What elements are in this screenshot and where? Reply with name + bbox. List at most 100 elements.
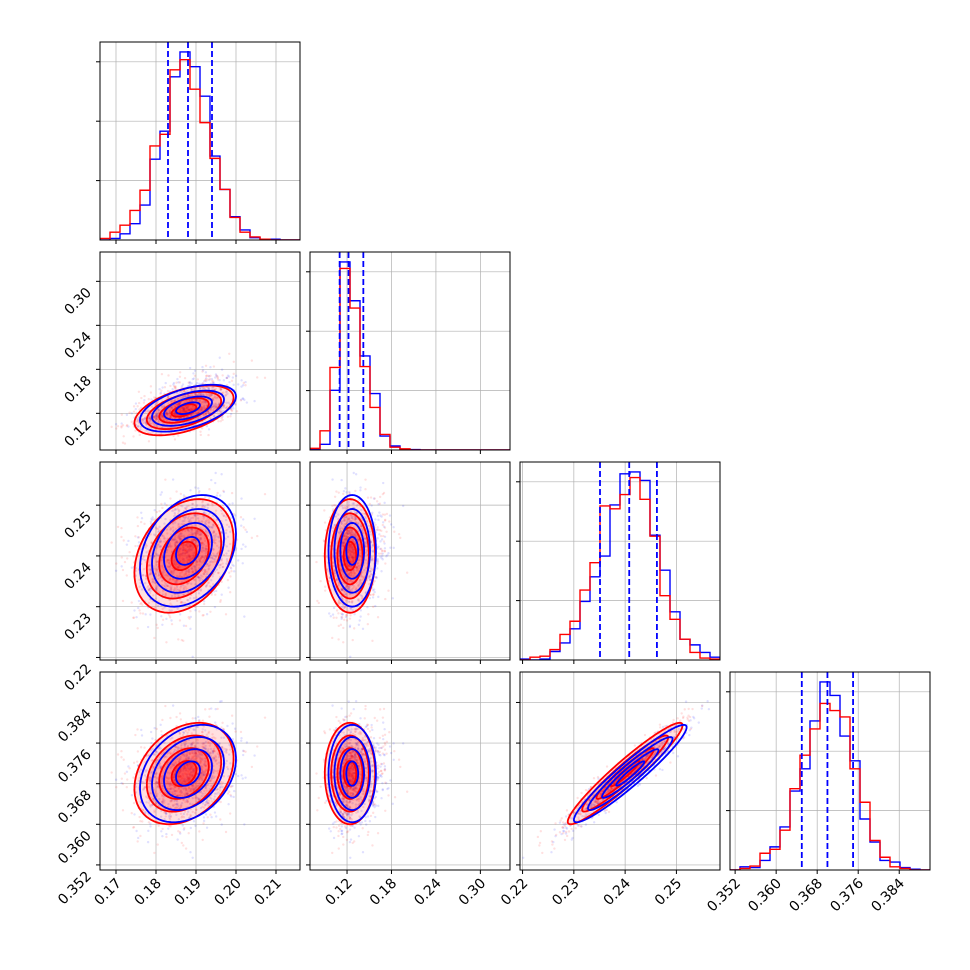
scatter-point <box>188 555 191 559</box>
scatter-point <box>381 513 385 516</box>
scatter-point <box>147 588 150 592</box>
scatter-point <box>231 722 234 725</box>
scatter-point <box>218 563 222 567</box>
scatter-point <box>373 590 376 594</box>
scatter-point <box>383 549 386 553</box>
scatter-point <box>176 402 179 405</box>
scatter-point <box>332 561 335 565</box>
scatter-point <box>135 829 138 833</box>
scatter-point <box>161 778 164 781</box>
panel-content <box>100 252 300 450</box>
scatter-point <box>217 571 220 575</box>
scatter-point <box>352 550 355 554</box>
scatter-point <box>204 495 207 499</box>
scatter-point <box>219 388 223 392</box>
scatter-point <box>362 532 365 535</box>
scatter-point <box>197 533 201 536</box>
scatter-point <box>167 402 170 405</box>
scatter-point <box>180 537 183 541</box>
scatter-point <box>179 790 183 793</box>
scatter-point <box>343 590 346 593</box>
scatter-point <box>231 376 235 379</box>
scatter-point <box>205 374 208 377</box>
scatter-point <box>138 585 141 588</box>
scatter-point <box>323 585 327 588</box>
scatter-point <box>179 775 182 778</box>
scatter-point <box>349 544 352 547</box>
scatter-point <box>157 420 160 423</box>
scatter-point <box>215 792 218 795</box>
scatter-point <box>149 520 153 523</box>
scatter-point <box>196 530 199 533</box>
scatter-point <box>155 418 158 421</box>
scatter-point <box>222 514 226 517</box>
scatter-point <box>186 528 190 532</box>
scatter-point <box>186 776 190 779</box>
scatter-point <box>371 544 375 547</box>
scatter-point <box>141 557 144 561</box>
scatter-point <box>155 411 158 414</box>
scatter-point <box>143 394 146 398</box>
scatter-point <box>211 381 215 385</box>
scatter-point <box>364 541 368 544</box>
scatter-point <box>185 505 188 509</box>
scatter-point <box>201 541 204 545</box>
scatter-point <box>350 556 354 559</box>
scatter-point <box>342 541 345 544</box>
scatter-point <box>168 614 171 617</box>
scatter-point <box>188 408 192 412</box>
scatter-point <box>354 473 358 476</box>
scatter-point <box>211 514 215 518</box>
scatter-point <box>380 556 383 560</box>
scatter-point <box>171 538 175 541</box>
scatter-point <box>222 514 225 518</box>
scatter-point <box>193 728 196 732</box>
scatter-point <box>169 409 172 412</box>
scatter-point <box>361 575 364 579</box>
scatter-point <box>168 426 172 429</box>
scatter-point <box>364 591 367 595</box>
scatter-point <box>165 412 168 415</box>
scatter-point <box>181 396 185 399</box>
scatter-point <box>345 569 349 573</box>
scatter-point <box>205 374 208 378</box>
scatter-point <box>201 546 205 549</box>
scatter-point <box>205 519 208 522</box>
scatter-point <box>383 526 387 529</box>
scatter-point <box>335 490 338 493</box>
scatter-point <box>344 537 348 540</box>
scatter-point <box>207 748 210 751</box>
scatter-point <box>139 547 143 551</box>
scatter-point <box>143 774 147 777</box>
scatter-point <box>353 571 356 575</box>
scatter-point <box>341 616 344 619</box>
scatter-point <box>120 565 123 568</box>
scatter-point <box>193 565 196 568</box>
scatter-point <box>364 487 367 491</box>
panel-frame <box>309 461 511 661</box>
scatter-point <box>349 528 352 532</box>
scatter-point <box>232 372 235 376</box>
scatter-point <box>351 556 354 559</box>
scatter-point <box>357 564 360 568</box>
scatter-point <box>177 524 180 527</box>
scatter-point <box>211 504 214 507</box>
scatter-point <box>201 365 204 369</box>
scatter-point <box>183 506 187 510</box>
scatter-point <box>213 405 216 408</box>
scatter-point <box>163 537 167 540</box>
scatter-point <box>228 591 232 594</box>
scatter-point <box>352 570 355 574</box>
scatter-point <box>340 478 343 482</box>
scatter-point <box>202 819 206 823</box>
scatter-point <box>154 572 157 575</box>
scatter-point <box>152 577 155 581</box>
scatter-point <box>204 744 207 748</box>
scatter-point <box>152 533 156 536</box>
scatter-point <box>349 565 352 568</box>
scatter-point <box>210 797 213 800</box>
scatter-point <box>149 522 153 525</box>
scatter-point <box>358 566 361 570</box>
scatter-point <box>193 578 196 581</box>
scatter-point <box>177 794 180 797</box>
